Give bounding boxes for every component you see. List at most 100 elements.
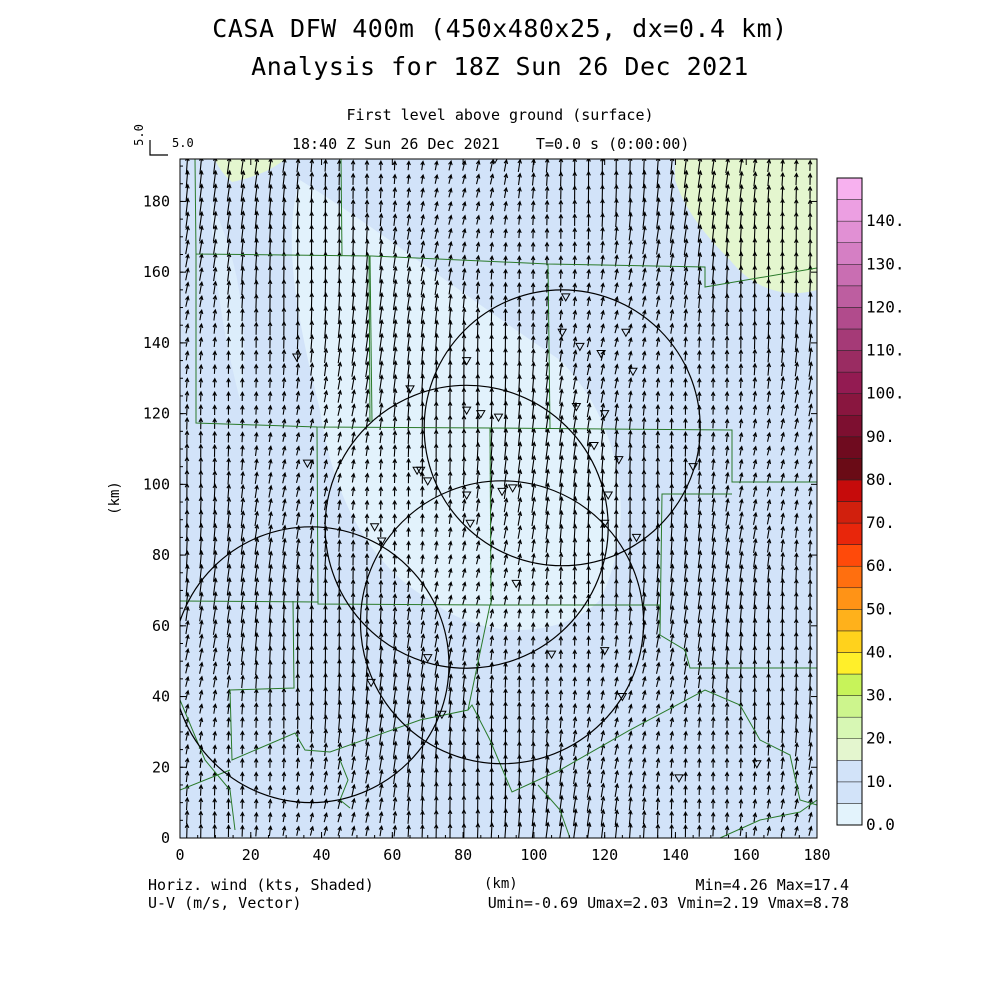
wind-vector: [212, 577, 218, 596]
wind-vector: [351, 319, 357, 338]
wind-vector: [337, 798, 342, 810]
wind-vector: [489, 635, 495, 647]
wind-vector: [766, 278, 771, 297]
wind-vector: [323, 825, 328, 836]
wind-vector: [351, 291, 356, 311]
wind-vector: [240, 183, 246, 202]
wind-vector: [600, 159, 605, 175]
wind-vector: [669, 417, 674, 429]
wind-vector: [406, 415, 412, 431]
wind-vector: [267, 673, 273, 689]
wind-vector: [517, 807, 523, 827]
wind-vector: [185, 239, 190, 255]
wind-vector: [517, 295, 522, 307]
wind-vector: [614, 716, 619, 728]
wind-vector: [295, 390, 301, 402]
wind-vector: [337, 361, 343, 377]
wind-vector: [544, 295, 550, 307]
wind-vector: [544, 662, 550, 673]
wind-vector: [780, 319, 785, 337]
wind-vector: [544, 689, 550, 701]
wind-vector: [794, 185, 799, 200]
wind-vector: [198, 281, 204, 294]
wind-vector: [392, 726, 398, 745]
colorbar-swatch: [836, 630, 863, 653]
wind-vector: [656, 210, 661, 229]
wind-vector: [198, 689, 204, 701]
wind-vector: [337, 472, 342, 483]
wind-vector: [766, 551, 772, 567]
wind-vector: [739, 577, 744, 596]
wind-vector: [614, 197, 619, 214]
county-line: [369, 255, 373, 423]
wind-vector: [337, 825, 342, 836]
wind-vector: [780, 171, 785, 186]
wind-vector: [711, 688, 716, 702]
wind-vector: [198, 363, 204, 374]
wind-vector: [683, 336, 688, 348]
wind-vector: [365, 672, 370, 691]
y-axis-label: (km): [107, 481, 123, 515]
wind-vector: [711, 590, 717, 609]
wind-vector: [212, 823, 217, 838]
wind-vector: [697, 549, 703, 569]
wind-vector: [365, 319, 370, 338]
wind-vector: [530, 295, 536, 307]
wind-vector: [503, 714, 508, 730]
wind-vector: [268, 563, 273, 582]
wind-vector: [558, 322, 564, 334]
wind-vector: [531, 361, 536, 377]
wind-vector: [489, 661, 495, 674]
wind-vector: [586, 742, 592, 756]
wind-vector: [420, 240, 426, 254]
wind-vector: [198, 295, 204, 308]
wind-vector: [337, 251, 342, 270]
wind-vector: [184, 403, 190, 416]
station-marker: [437, 710, 447, 720]
wind-vector: [212, 604, 218, 622]
wind-vector: [517, 701, 522, 716]
wind-vector: [724, 784, 730, 795]
wind-vector: [794, 198, 799, 214]
wind-vector: [600, 376, 606, 389]
wind-vector: [655, 377, 661, 388]
wind-vector: [295, 171, 301, 187]
wind-vector: [434, 567, 439, 578]
wind-vector: [600, 336, 605, 348]
wind-vector: [240, 618, 246, 636]
wind-vector: [420, 659, 426, 676]
wind-vector: [628, 416, 633, 431]
wind-vector: [572, 428, 578, 446]
wind-vector: [379, 319, 384, 338]
wind-vector: [655, 159, 661, 175]
wind-vector: [586, 441, 592, 460]
wind-vector: [808, 431, 813, 443]
wind-vector: [669, 591, 675, 609]
wind-vector: [448, 581, 453, 592]
wind-vector: [267, 377, 273, 388]
wind-vector: [379, 672, 384, 691]
wind-vector: [517, 661, 522, 674]
wind-vector: [683, 702, 689, 715]
min-max-readout: Min=4.26 Max=17.4: [695, 876, 849, 894]
wind-vector: [295, 404, 301, 416]
wind-vector: [268, 159, 273, 174]
wind-vector: [198, 703, 204, 714]
station-marker: [461, 406, 472, 416]
wind-vector: [586, 254, 591, 266]
wind-vector: [365, 402, 370, 417]
wind-vector: [392, 713, 398, 732]
wind-vector: [420, 712, 426, 732]
wind-vector: [572, 213, 577, 226]
wind-vector: [655, 757, 661, 769]
wind-vector: [669, 536, 675, 555]
wind-vector: [614, 336, 619, 347]
wind-vector: [738, 458, 744, 470]
y-tick-label: 140: [143, 334, 170, 352]
wind-vector: [226, 646, 232, 662]
wind-vector: [655, 783, 661, 796]
wind-vector: [365, 713, 370, 731]
wind-vector: [558, 551, 564, 567]
wind-vector: [420, 305, 426, 324]
wind-vector: [517, 159, 523, 172]
